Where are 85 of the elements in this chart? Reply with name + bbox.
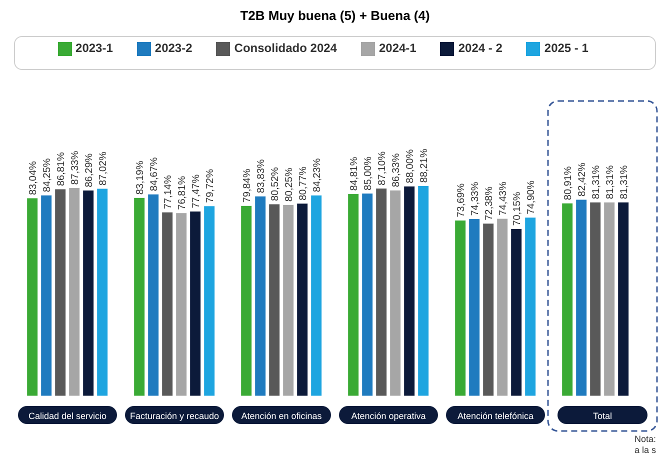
data-label: 76,81% <box>176 176 188 210</box>
bar <box>240 205 252 396</box>
bar <box>54 188 66 396</box>
data-label: 74,33% <box>470 182 481 216</box>
bar <box>404 186 416 396</box>
data-label: 70,15% <box>512 192 523 226</box>
bar <box>362 193 374 396</box>
data-label: 86,81% <box>56 152 67 186</box>
bar <box>390 190 402 396</box>
data-label: 87,33% <box>70 150 81 185</box>
legend-label: Consolidado 2024 <box>234 41 337 55</box>
bar <box>296 203 308 396</box>
data-label: 87,10% <box>376 151 388 186</box>
data-label: 77,14% <box>162 175 174 210</box>
legend-label: 2023-2 <box>154 41 192 55</box>
text: Nota: <box>634 434 656 445</box>
data-label: 86,29% <box>84 153 95 188</box>
bar <box>496 218 508 396</box>
bar <box>268 204 280 396</box>
bar <box>254 196 266 396</box>
data-label: 80,91% <box>562 166 574 200</box>
data-label: 81,31% <box>590 165 602 200</box>
bar <box>82 190 94 396</box>
data-label: 84,81% <box>348 156 360 191</box>
bar <box>604 202 616 396</box>
bar <box>40 194 52 396</box>
data-label: 74,90% <box>526 180 537 214</box>
data-label: 80,77% <box>298 166 309 200</box>
x-tick-label: Atención telefónica <box>457 411 534 421</box>
bar <box>418 185 430 396</box>
data-label: 87,02% <box>98 151 109 186</box>
data-label: 84,23% <box>312 158 323 192</box>
data-label: 84,67% <box>148 157 160 192</box>
data-label: 82,42% <box>576 162 588 196</box>
bar <box>68 188 80 396</box>
x-tick-label: Facturación y recaudo <box>130 411 220 421</box>
data-label: 85,00% <box>362 156 374 190</box>
bar <box>590 202 602 396</box>
x-tick-label: Atención operativa <box>351 411 426 421</box>
data-label: 81,31% <box>618 165 630 200</box>
bar <box>576 199 588 396</box>
bar <box>482 223 494 396</box>
data-label: 88,21% <box>418 148 430 183</box>
data-label: 77,47% <box>190 174 202 208</box>
data-label: 80,25% <box>284 168 295 202</box>
bar <box>562 202 574 396</box>
legend-label: 2024 - 2 <box>458 41 502 55</box>
legend-label: 2023-1 <box>76 41 113 55</box>
data-label: 73,69% <box>456 183 467 218</box>
data-label: 84,25% <box>42 158 53 192</box>
chart-title: T2B Muy buena (5) + Buena (4) <box>239 8 431 25</box>
bar <box>134 197 146 396</box>
data-label: 86,33% <box>390 153 402 188</box>
bar <box>96 188 108 396</box>
data-label: 79,72% <box>204 168 216 203</box>
data-label: 83,04% <box>28 160 39 196</box>
bar <box>348 194 360 396</box>
data-label: 74,43% <box>498 182 509 216</box>
bar <box>190 211 202 396</box>
bar <box>310 194 322 396</box>
bar <box>376 188 388 396</box>
x-tick-label: Total <box>592 411 612 421</box>
x-tick-label: Calidad del servicio <box>28 411 107 421</box>
text: a la s <box>634 445 656 456</box>
bar <box>148 194 160 396</box>
legend-label: 2025 - 1 <box>544 41 588 55</box>
bar <box>468 218 480 396</box>
data-label: 88,00% <box>404 149 416 184</box>
bar <box>26 198 38 396</box>
bar <box>162 212 174 396</box>
data-label: 80,52% <box>270 166 281 202</box>
bar <box>618 202 630 396</box>
bar <box>282 204 294 396</box>
data-label: 83,83% <box>256 159 267 194</box>
bar <box>176 212 188 396</box>
data-label: 72,38% <box>484 186 495 220</box>
data-label: 81,31% <box>604 165 616 200</box>
bar <box>454 220 466 396</box>
bar <box>524 217 536 396</box>
x-tick-label: Atención en oficinas <box>241 411 322 421</box>
bar <box>510 228 522 396</box>
data-label: 83,19% <box>134 160 146 195</box>
data-label: 79,84% <box>242 168 253 203</box>
bar <box>204 206 216 396</box>
legend-label: 2024-1 <box>378 41 416 55</box>
